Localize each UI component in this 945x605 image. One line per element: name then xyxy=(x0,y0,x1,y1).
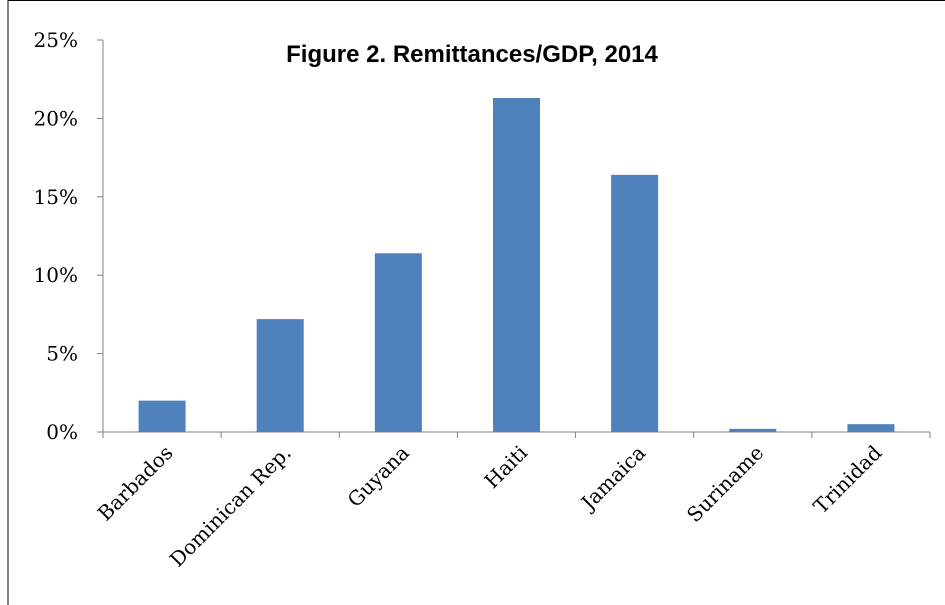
category-label: Barbados xyxy=(93,441,178,526)
category-label: Jamaica xyxy=(575,441,650,516)
y-tick-label: 15% xyxy=(34,185,78,209)
y-tick-label: 20% xyxy=(34,106,78,130)
bars xyxy=(138,98,895,433)
y-tick-label: 25% xyxy=(34,28,78,52)
bar xyxy=(611,174,659,432)
bar xyxy=(256,319,304,432)
y-tick-labels: 0% 5% 10% 15% 20% 25% xyxy=(34,28,78,444)
bar xyxy=(847,424,895,432)
y-tick-label: 0% xyxy=(46,420,78,444)
category-label: Trinidad xyxy=(809,440,887,518)
category-label: Suriname xyxy=(682,441,768,527)
bar xyxy=(374,253,422,432)
bar xyxy=(493,98,540,433)
y-tick-label: 10% xyxy=(34,263,78,287)
chart-frame xyxy=(7,0,945,605)
category-label: Haiti xyxy=(480,441,532,493)
y-tick-label: 5% xyxy=(46,342,78,366)
bar xyxy=(729,428,777,432)
chart-title: Figure 2. Remittances/GDP, 2014 xyxy=(286,41,658,68)
bar xyxy=(138,400,186,432)
category-label: Dominican Rep. xyxy=(165,441,296,572)
category-label: Guyana xyxy=(343,441,414,512)
